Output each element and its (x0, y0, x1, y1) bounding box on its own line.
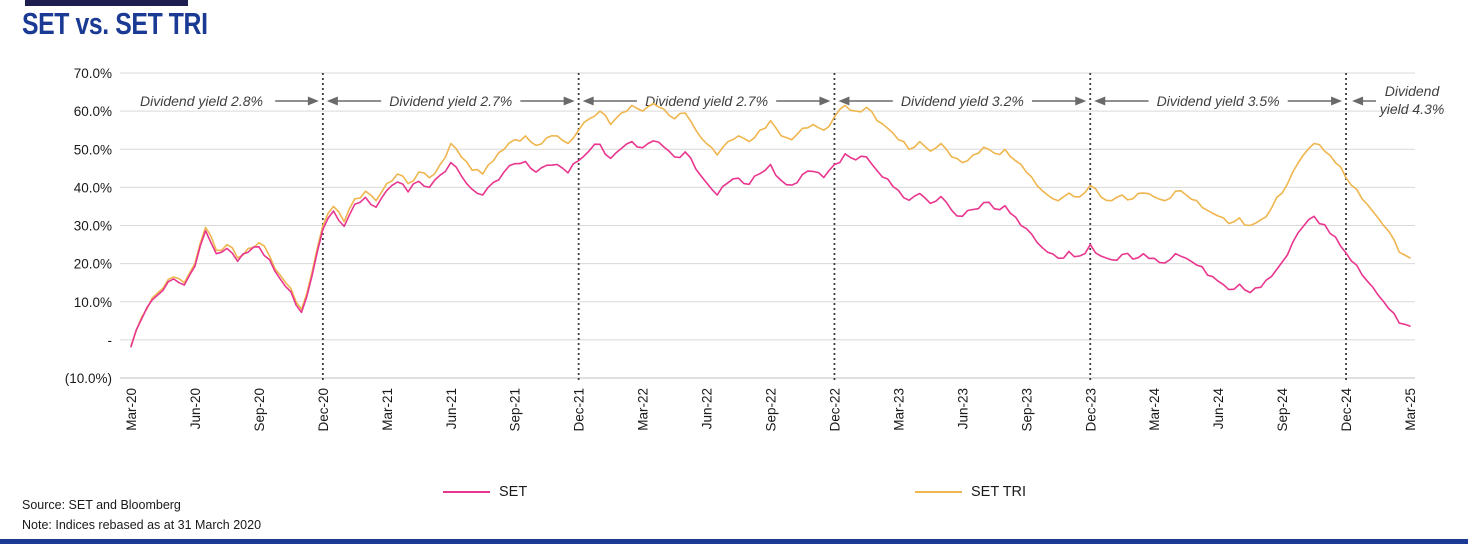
y-tick-label: 60.0% (74, 104, 112, 119)
arrow-head (838, 96, 850, 106)
x-tick-label: Mar-25 (1403, 388, 1418, 431)
y-tick-label: 50.0% (74, 142, 112, 157)
y-tick-label: - (108, 333, 113, 348)
set-series-line (130, 140, 1411, 348)
x-tick-label: Jun-24 (1211, 388, 1226, 430)
arrow-head (819, 96, 831, 106)
y-tick-label: 30.0% (74, 219, 112, 234)
x-tick-label: Dec-20 (316, 388, 331, 432)
annotation-label: Dividend (1385, 83, 1441, 99)
x-tick-label: Sep-22 (764, 388, 779, 432)
x-tick-label: Jun-21 (444, 388, 459, 429)
x-tick-label: Jun-23 (955, 388, 970, 429)
arrow-head (1331, 96, 1343, 106)
arrow-head (1352, 96, 1364, 106)
bottom-accent-bar (0, 539, 1468, 544)
x-tick-label: Dec-24 (1339, 388, 1354, 432)
set-tri-line-swatch (915, 491, 962, 493)
x-tick-label: Sep-21 (508, 388, 523, 432)
legend-label-set-tri: SET TRI (971, 484, 1027, 500)
y-tick-label: 70.0% (74, 66, 112, 81)
x-tick-label: Jun-22 (700, 388, 715, 429)
arrow-head (582, 96, 594, 106)
x-tick-label: Mar-24 (1147, 388, 1162, 431)
rebase-note: Note: Indices rebased as at 31 March 202… (22, 518, 262, 532)
x-tick-label: Mar-20 (124, 388, 139, 431)
x-tick-label: Dec-21 (572, 388, 587, 432)
arrow-head (326, 96, 338, 106)
arrow-head (307, 96, 319, 106)
x-tick-label: Dec-22 (827, 388, 842, 432)
x-tick-label: Sep-20 (252, 388, 267, 432)
legend-item-set: SET (443, 484, 527, 500)
annotation-label: Dividend yield 3.5% (1157, 93, 1280, 109)
arrow-head (563, 96, 575, 106)
annotation-label: Dividend yield 3.2% (901, 93, 1024, 109)
x-tick-label: Sep-24 (1275, 388, 1290, 432)
x-tick-label: Mar-21 (380, 388, 395, 431)
y-tick-label: 20.0% (74, 257, 112, 272)
x-tick-label: Mar-22 (636, 388, 651, 431)
y-tick-label: (10.0%) (65, 371, 112, 386)
chart-title: SET vs. SET TRI (22, 6, 208, 41)
legend-item-set-tri: SET TRI (915, 484, 1026, 500)
arrow-head (1075, 96, 1087, 106)
x-tick-label: Jun-20 (188, 388, 203, 429)
set-line-swatch (443, 491, 490, 493)
x-tick-label: Sep-23 (1019, 388, 1034, 432)
arrow-head (1094, 96, 1106, 106)
legend-label-set: SET (499, 484, 528, 500)
x-tick-label: Mar-23 (891, 388, 906, 431)
annotation-label: Dividend yield 2.8% (140, 93, 263, 109)
annotation-label: Dividend yield 2.7% (645, 93, 768, 109)
cropped-header-fragment (25, 0, 188, 6)
x-tick-label: Dec-23 (1083, 388, 1098, 432)
annotation-label: yield 4.3% (1379, 101, 1445, 117)
y-tick-label: 40.0% (74, 180, 112, 195)
source-note: Source: SET and Bloomberg (22, 498, 181, 512)
y-tick-label: 10.0% (74, 295, 112, 310)
set-tri-series-line (130, 102, 1411, 347)
annotation-label: Dividend yield 2.7% (389, 93, 512, 109)
